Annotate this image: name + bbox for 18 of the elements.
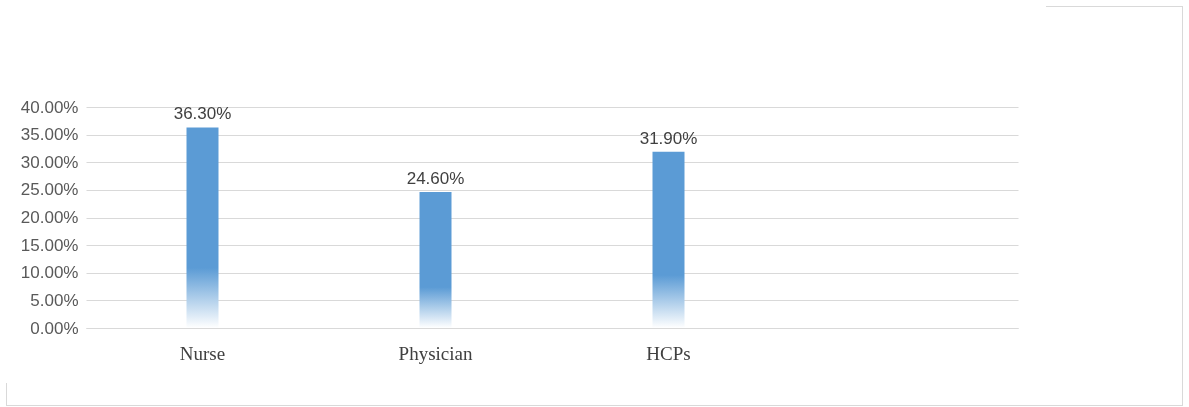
y-tick-label: 30.00% <box>20 152 79 172</box>
y-tick-label: 20.00% <box>20 208 79 227</box>
y-tick-label: 25.00% <box>20 180 79 200</box>
y-tick-label: 0.00% <box>30 318 79 338</box>
y-tick-label: 5.00% <box>30 290 79 310</box>
y-tick-label: 35.00% <box>20 125 79 145</box>
data-label: 31.90% <box>639 128 698 148</box>
y-tick-label: 10.00% <box>20 263 79 283</box>
data-label: 36.30% <box>173 104 232 124</box>
x-tick-label: Physician <box>398 342 473 364</box>
x-tick-label: HCPs <box>646 342 691 364</box>
bar <box>186 127 219 328</box>
data-label: 24.60% <box>406 169 465 189</box>
bar <box>652 151 685 328</box>
y-tick-label: 40.00% <box>20 97 79 117</box>
y-tick-label: 15.00% <box>20 235 79 255</box>
x-tick-label: Nurse <box>179 342 226 364</box>
bar <box>419 192 452 328</box>
